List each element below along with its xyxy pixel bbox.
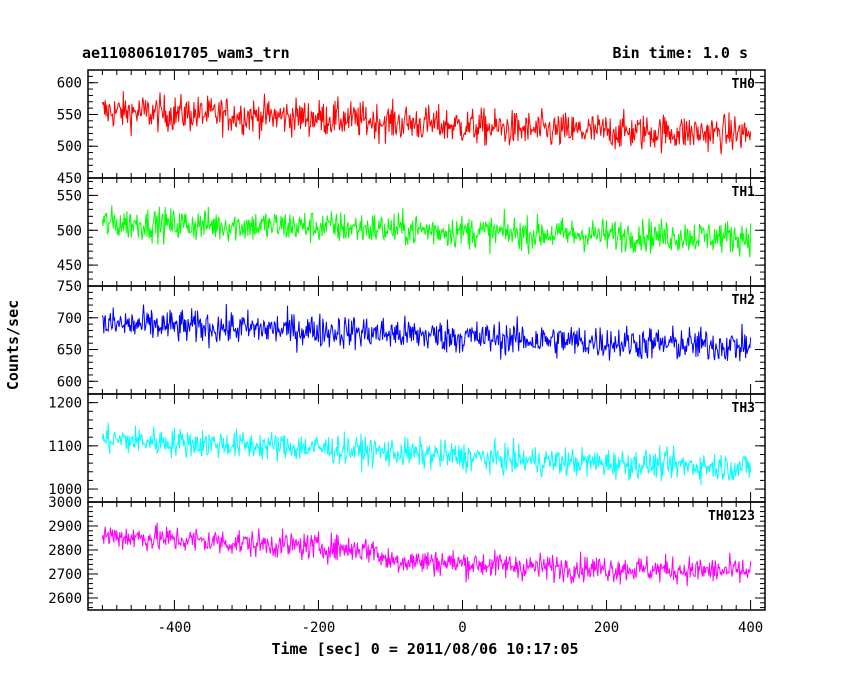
y-tick-label: 450 [57,171,82,187]
x-tick-label: -400 [158,620,192,636]
x-tick-label: 200 [594,620,619,636]
panel-label-th0: TH0 [732,77,756,92]
frame-layer [87,69,766,611]
y-axis-label: Counts/sec [4,300,22,390]
series-line-th0 [101,91,752,155]
y-tick-label: 500 [57,223,82,239]
series-line-th3 [101,422,752,486]
y-tick-label: 1000 [48,482,82,498]
panel-frame-th0123 [87,501,766,611]
panel-label-th2: TH2 [732,293,755,308]
y-tick-label: 3000 [48,495,82,511]
y-tick-label: 550 [57,188,82,204]
y-tick-label: 450 [57,258,82,274]
y-tick-label: 2800 [48,543,82,559]
y-tick-label: 2600 [48,591,82,607]
chart-subtitle: Bin time: 1.0 s [613,44,748,62]
series-line-th1 [101,205,752,258]
text-layer: ae110806101705_wam3_trn Bin time: 1.0 s … [4,44,748,658]
panel-frame-th3 [87,393,766,503]
x-tick-label: 0 [458,620,466,636]
y-tick-label: 600 [57,76,82,92]
y-tick-label: 550 [57,107,82,123]
y-tick-label: 2700 [48,567,82,583]
panel-label-th0123: TH0123 [708,509,755,524]
panel-label-th1: TH1 [732,185,756,200]
series-line-th2 [101,303,752,362]
y-tick-label: 1100 [48,439,82,455]
y-tick-label: 600 [57,374,82,390]
x-tick-label: -200 [302,620,336,636]
y-tick-label: 1200 [48,396,82,412]
series-line-th0123 [101,522,752,587]
panel-label-th3: TH3 [732,401,755,416]
tick-layer: TH0 450 500 550 600 TH1 450 500 550 TH2 600 650 700 7… [48,69,765,636]
y-tick-label: 650 [57,343,82,359]
x-axis-label: Time [sec] 0 = 2011/08/06 10:17:05 [271,640,578,658]
y-tick-label: 700 [57,311,82,327]
y-tick-label: 750 [57,279,82,295]
y-tick-label: 500 [57,139,82,155]
chart-title: ae110806101705_wam3_trn [82,44,290,62]
y-tick-label: 2900 [48,519,82,535]
x-tick-label: 400 [738,620,763,636]
series-layer [101,91,752,587]
